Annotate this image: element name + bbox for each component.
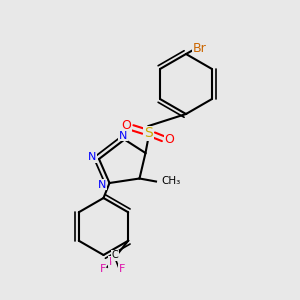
Text: N: N — [119, 130, 127, 141]
Text: O: O — [165, 133, 174, 146]
Text: CH₃: CH₃ — [161, 176, 181, 187]
Text: F: F — [100, 264, 106, 274]
Text: S: S — [144, 127, 153, 140]
Text: N: N — [88, 152, 97, 163]
Text: F: F — [109, 257, 115, 267]
Text: F: F — [118, 264, 125, 274]
Text: Br: Br — [193, 41, 206, 55]
Text: N: N — [98, 179, 106, 190]
Text: C: C — [111, 250, 118, 260]
Text: O: O — [121, 119, 131, 133]
